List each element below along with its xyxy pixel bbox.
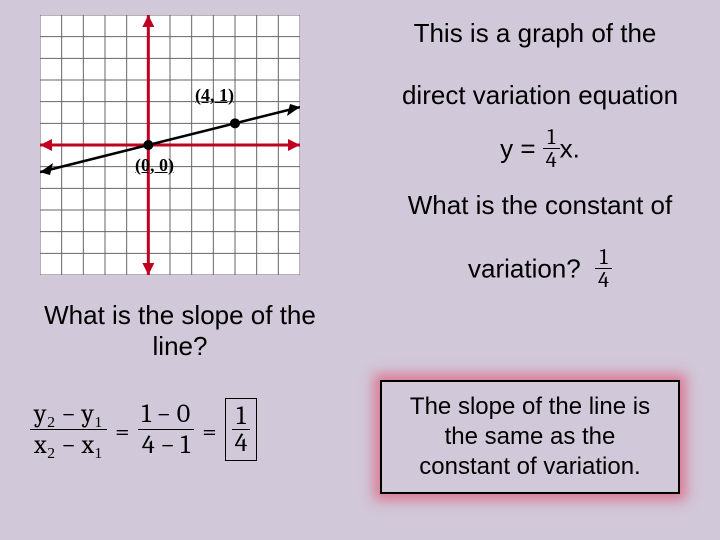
eq-x: x. <box>560 133 580 163</box>
constant-question-1: What is the constant of <box>360 190 720 221</box>
point-label-4-1: (4, 1) <box>195 85 234 106</box>
point-label-0-0: (0, 0) <box>135 155 174 176</box>
coordinate-graph: (4, 1) (0, 0) <box>40 15 300 275</box>
equation-text-2: y = 1 4 x. <box>370 128 710 173</box>
callout-box: The slope of the line is the same as the… <box>380 380 680 494</box>
constant-question-2: variation? 1 4 <box>400 248 680 293</box>
fraction-1-4-a: 1 4 <box>543 126 560 171</box>
title-line: This is a graph of the <box>365 18 705 49</box>
slope-question: What is the slope of the line? <box>30 300 330 362</box>
eq-y: y = <box>500 133 535 163</box>
fraction-1-4-b: 1 4 <box>595 246 612 291</box>
slope-formula: y₂ − y₁ x₂ − x₁ = 1 − 0 4 − 1 = 1 4 <box>30 400 320 490</box>
equation-text-1: direct variation equation <box>370 80 710 111</box>
